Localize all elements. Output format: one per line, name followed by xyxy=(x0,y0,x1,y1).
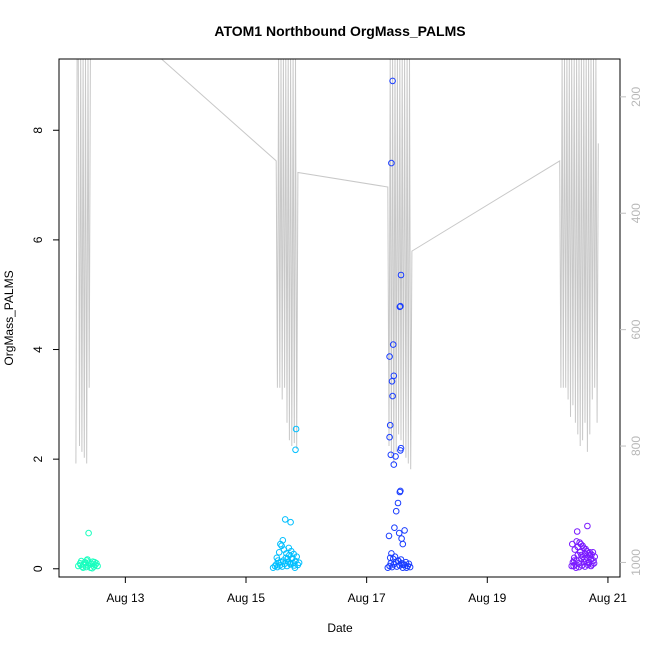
data-point xyxy=(386,554,394,562)
x-tick-label: Aug 15 xyxy=(227,591,265,605)
data-point xyxy=(585,550,592,557)
data-point xyxy=(397,302,404,310)
data-point xyxy=(397,271,405,279)
data-point xyxy=(384,564,392,572)
chart-title: ATOM1 Northbound OrgMass_PALMS xyxy=(214,23,465,39)
data-point xyxy=(395,529,403,537)
y-axis-label: OrgMass_PALMS xyxy=(2,270,16,365)
pressure-line xyxy=(75,59,599,470)
data-point xyxy=(391,524,398,532)
data-point xyxy=(569,540,576,548)
y2-tick-label: 400 xyxy=(629,203,643,223)
data-point xyxy=(406,563,414,571)
data-point xyxy=(82,560,89,567)
y-tick-label: 6 xyxy=(31,236,45,243)
data-point xyxy=(274,557,282,564)
data-point xyxy=(85,529,92,537)
data-point xyxy=(401,527,408,534)
data-point xyxy=(386,353,393,360)
data-point xyxy=(292,425,300,433)
data-point xyxy=(568,562,576,570)
data-point xyxy=(281,516,289,523)
axes-layer: Aug 13 Aug 15 Aug 17 Aug 19 Aug 21 0 2 4 6 8 200 40… xyxy=(31,58,643,605)
points-layer xyxy=(75,77,599,572)
data-point xyxy=(396,303,404,311)
data-point xyxy=(391,553,399,561)
data-point xyxy=(389,77,396,85)
data-point xyxy=(88,564,96,572)
x-tick-label: Aug 13 xyxy=(106,591,144,605)
data-point xyxy=(390,461,398,468)
y2-tick-label: 200 xyxy=(629,86,643,106)
data-point xyxy=(397,556,405,563)
data-point xyxy=(572,564,580,572)
data-point xyxy=(386,433,393,441)
data-point xyxy=(386,421,394,429)
data-point xyxy=(290,550,298,558)
data-point xyxy=(581,555,588,563)
data-point xyxy=(385,532,393,540)
x-axis-label: Date xyxy=(327,621,353,635)
pressure-layer xyxy=(75,59,599,470)
data-point xyxy=(584,522,591,530)
x-tick-label: Aug 19 xyxy=(468,591,506,605)
data-point xyxy=(295,559,303,567)
data-point xyxy=(286,560,294,567)
data-point xyxy=(570,557,578,564)
x-tick-label: Aug 17 xyxy=(348,591,386,605)
y-tick-label: 8 xyxy=(31,127,45,134)
data-point xyxy=(279,537,287,544)
y2-tick-label: 600 xyxy=(629,319,643,339)
y2-tick-label: 800 xyxy=(629,436,643,456)
x-tick-label: Aug 21 xyxy=(589,591,627,605)
data-point xyxy=(394,499,402,507)
data-point xyxy=(397,447,404,454)
data-point xyxy=(398,535,405,542)
data-point xyxy=(389,341,397,348)
data-point xyxy=(585,558,593,566)
data-point xyxy=(573,528,581,535)
data-point xyxy=(292,446,299,454)
data-point xyxy=(291,564,299,572)
data-point xyxy=(403,564,410,572)
data-point xyxy=(590,557,597,564)
y2-tick-label: 1000 xyxy=(629,549,643,576)
y-tick-label: 2 xyxy=(31,455,45,462)
data-point xyxy=(91,558,98,566)
y-tick-label: 0 xyxy=(31,565,45,572)
data-point xyxy=(399,540,407,548)
data-point xyxy=(388,159,395,167)
data-point xyxy=(397,487,404,495)
data-point xyxy=(287,518,294,526)
data-point xyxy=(275,549,283,556)
data-point xyxy=(590,560,598,567)
data-point xyxy=(289,554,296,562)
data-point xyxy=(392,453,399,460)
data-point xyxy=(589,549,597,556)
data-point xyxy=(389,392,396,400)
data-point xyxy=(390,372,398,380)
data-point xyxy=(392,507,400,515)
data-point xyxy=(582,545,589,553)
y-tick-label: 4 xyxy=(31,346,45,353)
plot-frame xyxy=(58,58,621,578)
